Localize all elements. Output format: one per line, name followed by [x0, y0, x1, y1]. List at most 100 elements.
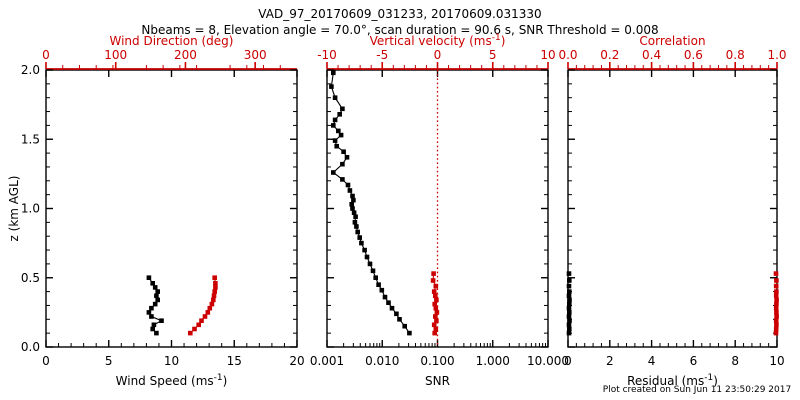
- data-point: [188, 330, 193, 336]
- data-point: [566, 293, 572, 299]
- data-point: [351, 210, 357, 215]
- yticklabel: 2.0: [21, 63, 40, 77]
- data-point: [207, 305, 213, 311]
- data-point: [151, 322, 157, 328]
- data-point: [347, 188, 353, 193]
- data-point: [202, 314, 208, 319]
- data-point: [567, 326, 572, 332]
- data-point: [341, 149, 346, 154]
- figure-title: VAD_97_20170609_031233, 20170609.031330: [258, 7, 541, 21]
- yaxis-label: z (km AGL): [7, 176, 21, 242]
- data-point: [146, 275, 152, 280]
- data-point: [376, 282, 381, 287]
- series-correlation: [773, 271, 779, 336]
- plot-frame-wind: [45, 69, 298, 348]
- series-line: [330, 72, 410, 334]
- data-point: [332, 117, 338, 123]
- xticklabel-bottom: 0.010: [365, 354, 399, 368]
- data-point: [431, 322, 437, 328]
- data-point: [344, 155, 350, 160]
- data-point: [774, 289, 779, 294]
- data-point: [382, 294, 388, 300]
- xaxis-label-top: Vertical velocity (ms-1): [370, 33, 506, 48]
- data-point: [345, 182, 351, 188]
- data-point: [434, 318, 439, 323]
- series-residual: [566, 271, 572, 336]
- data-point: [431, 271, 436, 276]
- yticklabel: 0.5: [21, 271, 40, 285]
- xticklabel-top: 0.0: [558, 48, 577, 62]
- xaxis-label-bottom: Residual (ms-1): [627, 373, 718, 388]
- xticklabel-bottom: 0.001: [310, 354, 344, 368]
- series-wind-speed: [146, 275, 164, 336]
- xticklabel-top: 200: [174, 48, 197, 62]
- xticklabel-bottom: 4: [648, 354, 656, 368]
- data-point: [773, 318, 779, 323]
- xticklabel-top: -5: [376, 48, 388, 62]
- xticklabel-top: 0.4: [642, 48, 661, 62]
- xticklabel-top: 0: [42, 48, 50, 62]
- data-point: [434, 297, 439, 303]
- data-point: [433, 305, 439, 311]
- data-point: [430, 278, 436, 283]
- data-point: [773, 283, 779, 289]
- data-point: [154, 330, 159, 336]
- yticklabel: 0.0: [21, 340, 40, 354]
- data-point: [773, 271, 779, 276]
- data-point: [146, 310, 152, 315]
- data-point: [150, 326, 155, 332]
- xticklabel-bottom: 1.000: [476, 354, 510, 368]
- xticklabel-top: 0.6: [684, 48, 703, 62]
- data-point: [149, 305, 154, 311]
- data-point: [386, 300, 391, 305]
- data-point: [566, 314, 572, 319]
- xaxis-label-top: Wind Direction (deg): [110, 34, 234, 48]
- data-point: [566, 271, 572, 276]
- xticklabel-top: 0.2: [600, 48, 619, 62]
- data-point: [205, 310, 211, 315]
- xticklabel-bottom: 15: [227, 354, 242, 368]
- data-point: [352, 220, 358, 225]
- data-point: [336, 128, 341, 134]
- data-point: [199, 318, 204, 323]
- data-point: [154, 293, 159, 299]
- series-vertical-velocity: [430, 271, 440, 336]
- data-point: [331, 170, 336, 175]
- data-point: [567, 297, 572, 303]
- data-point: [159, 318, 164, 323]
- data-point: [433, 326, 439, 332]
- data-point: [566, 305, 572, 311]
- data-point: [402, 323, 407, 329]
- data-point: [340, 161, 345, 167]
- data-point: [389, 305, 395, 311]
- data-point: [349, 202, 354, 207]
- data-point: [567, 310, 572, 315]
- data-point: [567, 289, 572, 294]
- data-point: [432, 330, 437, 336]
- data-point: [364, 254, 370, 260]
- xticklabel-top: 1.0: [767, 48, 786, 62]
- data-point: [566, 330, 572, 336]
- data-point: [212, 275, 217, 280]
- data-point: [394, 311, 399, 317]
- data-point: [209, 301, 215, 307]
- data-point: [373, 275, 378, 280]
- data-point: [397, 317, 402, 322]
- data-point: [434, 310, 440, 315]
- yticklabel: 1.5: [21, 132, 40, 146]
- xticklabel-bottom: 20: [289, 354, 304, 368]
- data-point: [149, 314, 154, 319]
- data-point: [567, 301, 572, 307]
- xticklabel-bottom: 0: [42, 354, 50, 368]
- xticklabel-bottom: 0: [564, 354, 572, 368]
- xaxis-label-top: Correlation: [639, 34, 705, 48]
- data-point: [196, 322, 201, 328]
- data-point: [353, 214, 358, 220]
- xticklabel-bottom: 5: [105, 354, 113, 368]
- xaxis-label-bottom: Wind Speed (ms-1): [116, 373, 228, 388]
- xticklabel-top: 0.8: [726, 48, 745, 62]
- panel-residual: 0 2 4 6 8 10 0.0 0.2 0.4 0.6 0.8 1.0 Residual (ms-1)…: [558, 34, 786, 388]
- data-point: [431, 289, 437, 294]
